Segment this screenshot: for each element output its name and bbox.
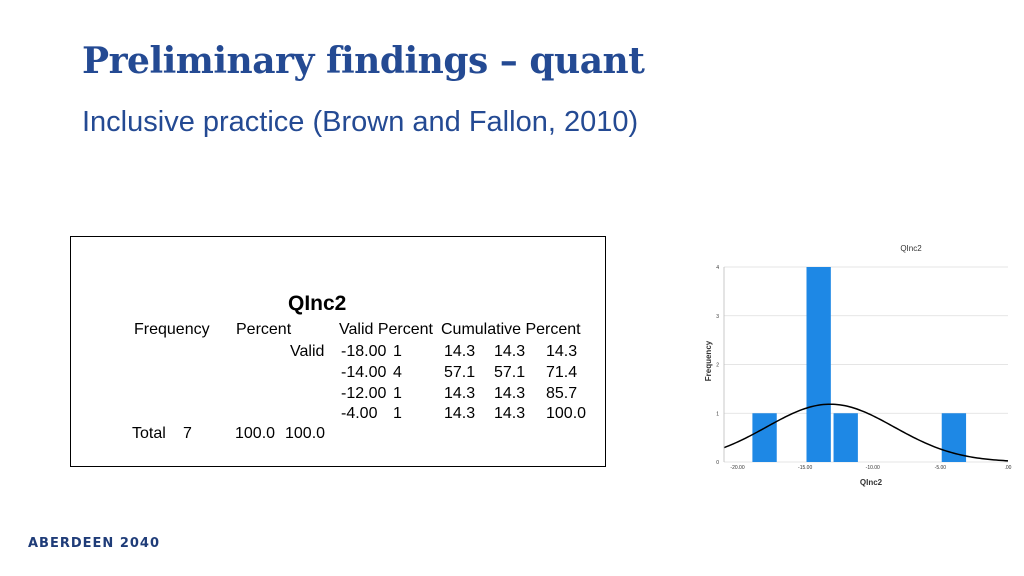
- row-percent: 14.3: [444, 405, 476, 422]
- row-value: -4.00: [341, 405, 378, 422]
- row-frequency: 1: [393, 385, 402, 402]
- header-valid-percent: Valid Percent: [339, 321, 433, 338]
- histogram-bar: [752, 413, 777, 462]
- y-tick-label: 3: [716, 314, 719, 320]
- row-valid-percent: 14.3: [494, 405, 526, 422]
- x-tick-label: -20.00: [730, 465, 744, 471]
- table-title: QInc2: [288, 292, 347, 315]
- y-tick-label: 2: [716, 363, 719, 369]
- header-percent: Percent: [236, 321, 292, 338]
- row-valid-percent: 14.3: [494, 343, 526, 360]
- row-cumulative-percent: 71.4: [546, 364, 578, 381]
- histogram-chart: 0 1 2 3 4 -20.00 -15.00 -10.00 -5.00 .00 QInc2 QI…: [704, 244, 1012, 487]
- row-value: -14.00: [341, 364, 387, 381]
- slide-title: Preliminary findings – quant: [82, 40, 645, 82]
- row-frequency: 4: [393, 364, 402, 381]
- x-tick-label: -5.00: [935, 465, 947, 471]
- normal-curve: [723, 403, 1009, 462]
- row-cumulative-percent: 100.0: [546, 405, 587, 422]
- header-frequency: Frequency: [134, 321, 210, 338]
- x-tick-label: -10.00: [866, 465, 880, 471]
- y-axis-label: Frequency: [704, 340, 713, 381]
- footer-brand: ABERDEEN 2040: [28, 536, 160, 551]
- row-frequency: 1: [393, 405, 402, 422]
- total-valid-percent: 100.0: [285, 425, 326, 442]
- row-percent: 14.3: [444, 385, 476, 402]
- x-axis-label: QInc2: [860, 478, 883, 487]
- total-frequency: 7: [183, 425, 192, 442]
- row-percent: 14.3: [444, 343, 476, 360]
- slide-subtitle: Inclusive practice (Brown and Fallon, 20…: [82, 106, 639, 138]
- row-value: -12.00: [341, 385, 387, 402]
- histogram-bar: [833, 413, 858, 462]
- row-frequency: 1: [393, 343, 402, 360]
- y-tick-label: 4: [716, 265, 719, 271]
- x-tick-label: -15.00: [798, 465, 812, 471]
- row-percent: 57.1: [444, 364, 476, 381]
- histogram-bar: [806, 267, 831, 462]
- total-percent: 100.0: [235, 425, 276, 442]
- row-cumulative-percent: 85.7: [546, 385, 578, 402]
- frequency-table: QInc2 Frequency Percent Valid Percent Cu…: [70, 236, 606, 467]
- x-tick-label: .00: [1005, 465, 1012, 471]
- row-valid-percent: 14.3: [494, 385, 526, 402]
- chart-title: QInc2: [900, 244, 922, 253]
- row-valid-percent: 57.1: [494, 364, 526, 381]
- y-tick-label: 0: [716, 460, 719, 466]
- header-cumulative-percent: Cumulative Percent: [441, 321, 581, 338]
- row-cumulative-percent: 14.3: [546, 343, 578, 360]
- total-label: Total: [132, 425, 166, 442]
- valid-label: Valid: [290, 343, 325, 360]
- y-tick-label: 1: [716, 411, 719, 417]
- row-value: -18.00: [341, 343, 387, 360]
